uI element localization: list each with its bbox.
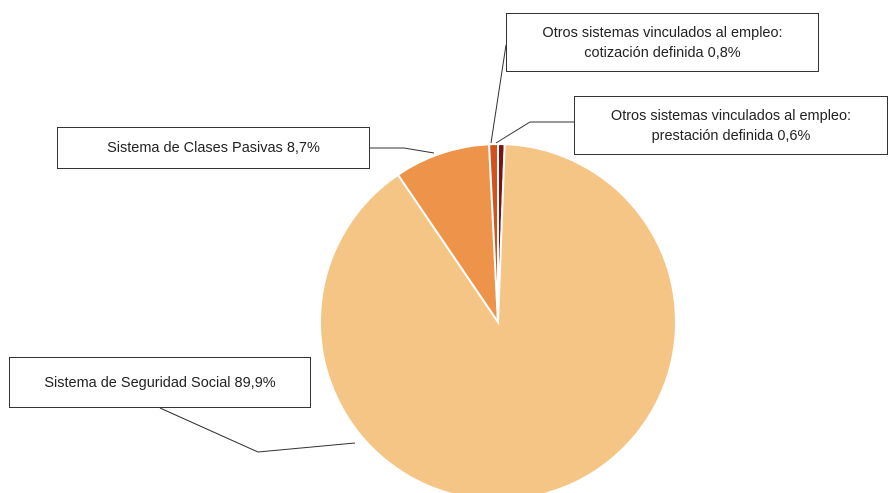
slice-label-prestacion: Otros sistemas vinculados al empleo: pre… bbox=[574, 96, 888, 155]
slice-label-seguridad: Sistema de Seguridad Social 89,9% bbox=[9, 357, 311, 408]
pie-slice-3 bbox=[488, 142, 499, 323]
leader-line-prestacion bbox=[495, 121, 574, 144]
leader-line-seguridad bbox=[159, 407, 356, 453]
leader-line-clases bbox=[370, 147, 435, 154]
leader-line-cotizacion bbox=[490, 44, 507, 144]
slice-label-clases: Sistema de Clases Pasivas 8,7% bbox=[57, 127, 370, 169]
slice-label-cotizacion: Otros sistemas vinculados al empleo: cot… bbox=[506, 13, 819, 72]
leader-lines bbox=[159, 44, 574, 453]
pie-slices bbox=[319, 142, 677, 493]
pie-slice-2 bbox=[396, 143, 500, 326]
pie-slice-1 bbox=[319, 143, 677, 493]
